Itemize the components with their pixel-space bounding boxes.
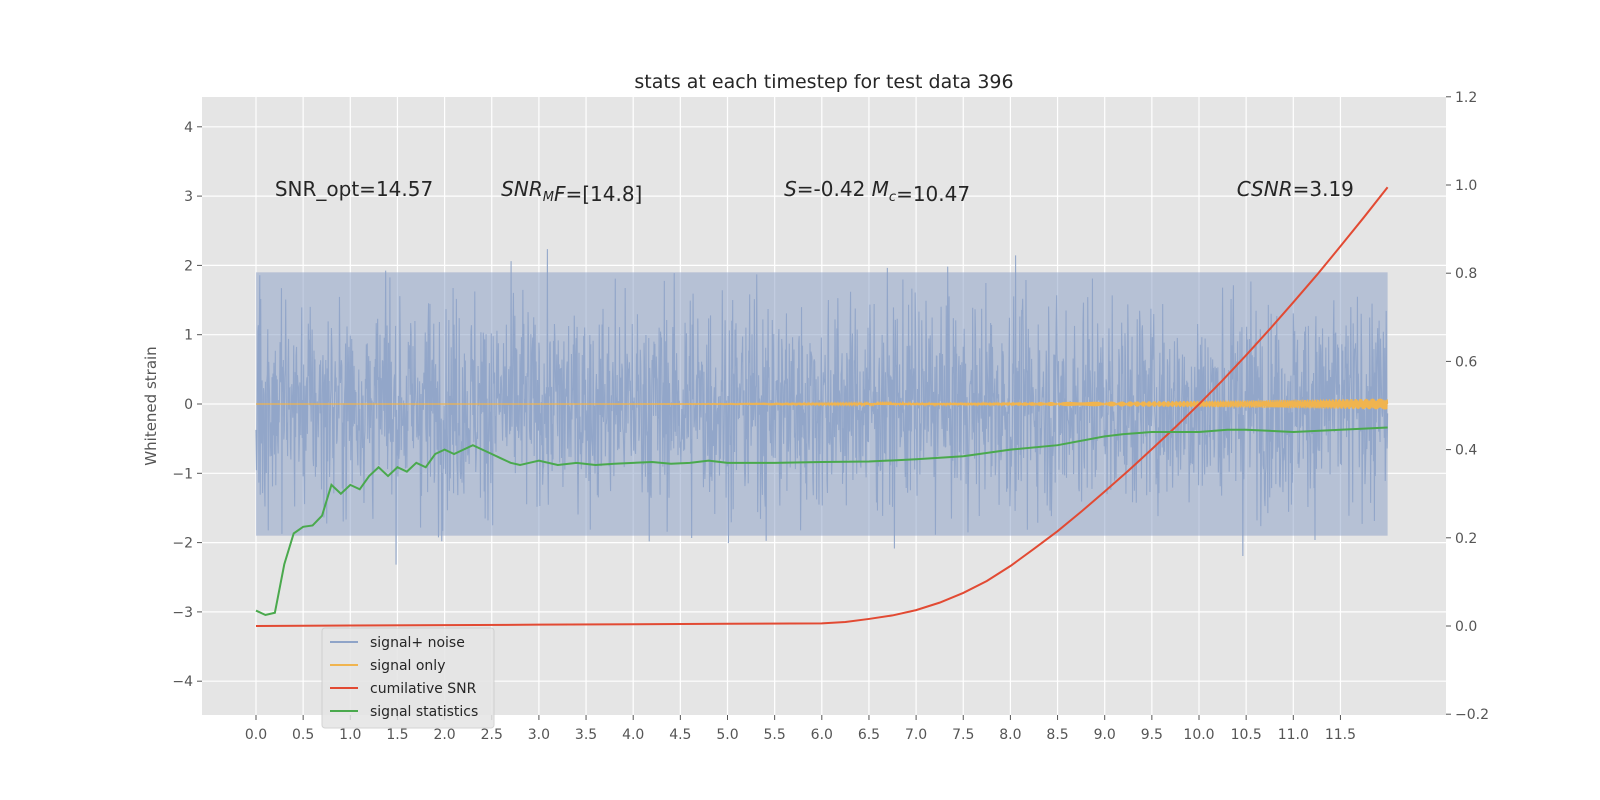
signal-statisticsline <box>255 426 1388 617</box>
annotation-part: c <box>889 190 896 205</box>
annotation-part: M <box>543 190 554 205</box>
annotation-part: F <box>554 182 566 206</box>
y-tick-label: 2 <box>184 258 193 274</box>
annotation-part: M <box>872 177 889 201</box>
y-tick-label: −4 <box>172 674 193 690</box>
x-tick-label: 3.5 <box>575 727 597 743</box>
y2-tick-label: 0.4 <box>1455 443 1477 459</box>
x-tick-label: 0.0 <box>245 727 267 743</box>
annotation-part: =3.19 <box>1293 177 1354 201</box>
legend-label: signal only <box>370 658 445 674</box>
y-axis-left: 4 3 2 1 0 −1 −2 −3 −4 <box>172 120 202 690</box>
x-tick-label: 2.5 <box>481 727 503 743</box>
x-tick-label: 6.5 <box>858 727 880 743</box>
y2-tick-label: 0.0 <box>1455 619 1477 635</box>
legend-label: signal statistics <box>370 704 478 720</box>
legend-label: signal+ noise <box>370 635 465 651</box>
y-tick-label: −2 <box>172 536 193 552</box>
y2-tick-label: 1.0 <box>1455 178 1477 194</box>
x-tick-label: 1.5 <box>386 727 408 743</box>
y-tick-label: −1 <box>172 466 193 482</box>
x-tick-label: 9.0 <box>1094 727 1116 743</box>
annotation: SNR_opt=14.57 <box>275 177 433 201</box>
x-tick-label: 11.5 <box>1325 727 1356 743</box>
y-axis-right: 1.2 1.0 0.8 0.6 0.4 0.2 0.0 −0.2 <box>1446 90 1489 723</box>
x-tick-label: 3.0 <box>528 727 550 743</box>
x-tick-label: 4.0 <box>622 727 644 743</box>
x-tick-label: 10.5 <box>1231 727 1262 743</box>
annotation-part: SNR_opt=14.57 <box>275 177 433 201</box>
x-tick-label: 7.0 <box>905 727 927 743</box>
annotation-part: =10.47 <box>896 182 970 206</box>
x-tick-label: 9.5 <box>1141 727 1163 743</box>
x-tick-label: 5.5 <box>764 727 786 743</box>
annotation: SNRMF=[14.8] <box>501 177 642 206</box>
annotation-part: SNR <box>501 177 543 201</box>
x-tick-label: 7.5 <box>952 727 974 743</box>
x-axis: 0.0 0.5 1.0 1.5 2.0 2.5 3.0 3.5 4.0 4.5 5.0 5.5 6.0 6… <box>245 715 1356 743</box>
y-tick-label: 0 <box>184 397 193 413</box>
y-tick-label: −3 <box>172 605 193 621</box>
x-tick-label: 4.5 <box>669 727 691 743</box>
chart-title: stats at each timestep for test data 396 <box>634 71 1013 93</box>
y2-tick-label: −0.2 <box>1455 707 1489 723</box>
annotation-part: S <box>784 177 797 201</box>
annotation-part: =[14.8] <box>565 182 642 206</box>
legend: signal+ noise signal only cumilative SNR si… <box>321 627 495 729</box>
y-tick-label: 4 <box>184 120 193 136</box>
x-tick-label: 2.0 <box>433 727 455 743</box>
x-tick-label: 11.0 <box>1278 727 1309 743</box>
annotation: CSNR=3.19 <box>1237 177 1354 201</box>
y-tick-label: 3 <box>184 189 193 205</box>
y2-tick-label: 0.8 <box>1455 266 1477 282</box>
x-tick-label: 1.0 <box>339 727 361 743</box>
cumilative-snrline <box>255 186 1389 627</box>
x-tick-label: 6.0 <box>811 727 833 743</box>
annotation-part: =-0.42 <box>797 177 872 201</box>
y2-tick-label: 0.2 <box>1455 531 1477 547</box>
annotation: S=-0.42 Mc=10.47 <box>784 177 970 206</box>
annotations: SNR_opt=14.57 SNRMF=[14.8] S=-0.42 Mc=10.4… <box>275 177 1354 206</box>
x-tick-label: 0.5 <box>292 727 314 743</box>
x-tick-label: 5.0 <box>716 727 738 743</box>
x-tick-label: 10.0 <box>1183 727 1214 743</box>
line-series <box>255 186 1389 627</box>
y2-tick-label: 1.2 <box>1455 90 1477 106</box>
y2-tick-label: 0.6 <box>1455 354 1477 370</box>
y-tick-label: 1 <box>184 328 193 344</box>
y-axis-label: Whitened strain <box>142 346 160 465</box>
annotation-part: CSNR <box>1237 177 1293 201</box>
x-tick-label: 8.0 <box>999 727 1021 743</box>
x-tick-label: 8.5 <box>1046 727 1068 743</box>
legend-box <box>321 627 495 729</box>
legend-label: cumilative SNR <box>370 681 477 697</box>
